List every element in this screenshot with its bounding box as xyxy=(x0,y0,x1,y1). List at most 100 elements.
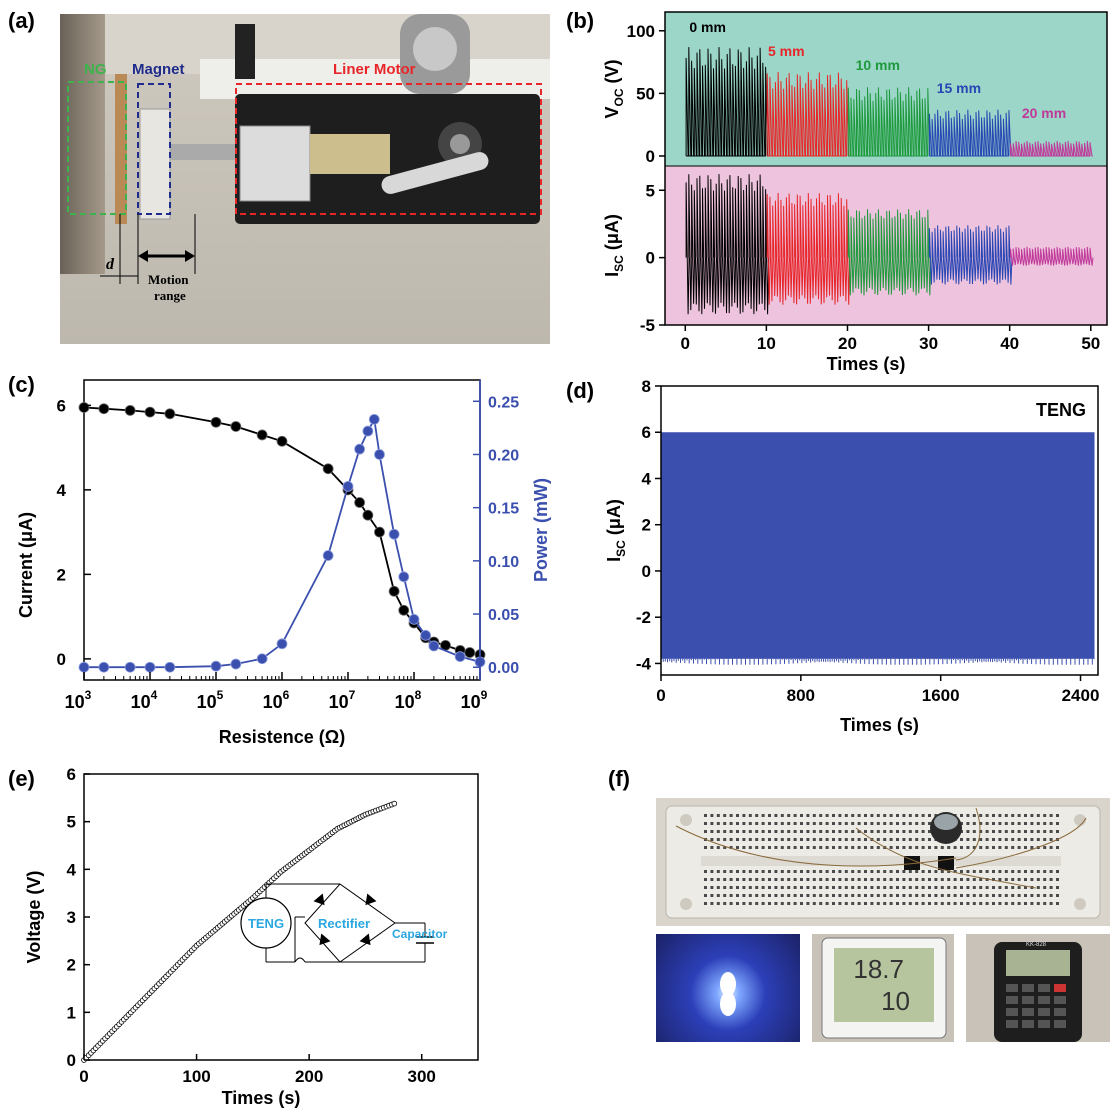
bb-hole xyxy=(755,870,759,873)
bb-hole xyxy=(870,822,874,825)
bb-hole xyxy=(889,870,893,873)
bb-hole xyxy=(844,902,848,905)
bb-hole xyxy=(876,814,880,817)
bb-hole xyxy=(928,870,931,873)
bb-hole xyxy=(742,902,746,905)
bb-hole xyxy=(755,838,759,841)
bb-hole xyxy=(966,830,970,833)
c-point-current xyxy=(98,403,110,415)
bb-hole xyxy=(768,838,771,841)
d-ytick-label: -4 xyxy=(636,654,652,673)
bb-hole xyxy=(723,846,727,849)
bb-hole xyxy=(870,814,874,817)
bb-hole xyxy=(832,894,835,897)
bb-hole xyxy=(985,870,989,873)
c-point-current xyxy=(230,421,242,432)
bb-hole xyxy=(960,870,963,873)
bb-hole xyxy=(998,902,1002,905)
bb-hole xyxy=(1030,878,1034,881)
bb-hole xyxy=(992,846,995,849)
bb-hole xyxy=(704,814,707,817)
bb-hole xyxy=(998,870,1002,873)
bb-hole xyxy=(1004,814,1008,817)
bb-hole xyxy=(806,838,810,841)
bb-hole xyxy=(812,886,816,889)
bb-hole xyxy=(889,846,893,849)
bb-hole xyxy=(947,886,951,889)
bb-hole xyxy=(915,822,919,825)
bb-hole xyxy=(947,902,951,905)
bb-hole xyxy=(1049,902,1053,905)
bb-hole xyxy=(851,886,855,889)
d-xlabel: Times (s) xyxy=(840,715,919,735)
bb-hole xyxy=(908,894,912,897)
bb-hole xyxy=(985,814,989,817)
bb-hole xyxy=(1030,894,1034,897)
bb-hole xyxy=(819,894,823,897)
bb-hole xyxy=(723,830,727,833)
bb-hole xyxy=(972,846,976,849)
bb-hole xyxy=(985,838,989,841)
trace-line-b-isc-2 xyxy=(847,209,932,296)
bb-hole xyxy=(1024,830,1027,833)
bb-hole xyxy=(908,822,912,825)
bb-hole xyxy=(825,878,829,881)
bb-hole xyxy=(780,878,784,881)
bb-hole xyxy=(742,878,746,881)
bb-hole xyxy=(838,830,842,833)
bb-hole xyxy=(1043,830,1047,833)
bb-hole xyxy=(921,822,925,825)
d-xtick-label: 800 xyxy=(787,686,815,705)
c-point-power xyxy=(256,653,268,665)
bb-hole xyxy=(768,878,771,881)
c-xtick-label: 109 xyxy=(461,688,488,712)
bb-hole xyxy=(972,822,976,825)
b-xtick-label: 0 xyxy=(681,334,690,353)
bb-hole xyxy=(908,830,912,833)
bb-hole xyxy=(1011,870,1015,873)
c-point-power xyxy=(388,528,400,540)
bb-hole xyxy=(716,878,720,881)
bb-hole xyxy=(1030,846,1034,849)
bb-hole xyxy=(1004,822,1008,825)
bb-hole xyxy=(1004,878,1008,881)
e-inset-capacitor: Capacitor xyxy=(392,927,448,941)
bb-hole xyxy=(812,894,816,897)
bb-hole xyxy=(934,814,938,817)
bb-hole xyxy=(1011,814,1015,817)
c-point-current xyxy=(276,435,288,447)
bb-hole xyxy=(1036,902,1040,905)
bb-hole xyxy=(787,838,791,841)
trace-line-b-voc-3 xyxy=(928,109,1012,157)
bb-hole xyxy=(921,870,925,873)
bb-hole xyxy=(889,878,893,881)
c-point-current xyxy=(124,405,136,416)
bb-hole xyxy=(825,894,829,897)
diode-1 xyxy=(365,893,377,906)
bb-hole xyxy=(832,886,835,889)
bb-hole xyxy=(729,902,733,905)
bb-hole xyxy=(857,822,861,825)
trace-b-voc-2 xyxy=(847,87,931,157)
bb-hole xyxy=(921,886,925,889)
bb-hole xyxy=(832,814,835,817)
bb-hole xyxy=(716,846,720,849)
bb-hole xyxy=(742,838,746,841)
teng-source xyxy=(240,897,292,949)
bb-hole xyxy=(902,838,906,841)
bb-hole xyxy=(992,886,995,889)
bb-hole xyxy=(825,902,829,905)
bb-hole xyxy=(1011,894,1015,897)
bb-hole xyxy=(960,902,963,905)
bb-hole xyxy=(1036,830,1040,833)
bb-hole xyxy=(896,894,899,897)
bb-hole xyxy=(1043,846,1047,849)
bb-hole xyxy=(953,870,957,873)
bb-hole xyxy=(838,846,842,849)
bb-hole xyxy=(812,846,816,849)
bb-hole xyxy=(755,822,759,825)
bb-hole xyxy=(934,894,938,897)
bb-hole xyxy=(1017,886,1021,889)
bb-hole xyxy=(966,838,970,841)
bb-hole xyxy=(979,878,983,881)
